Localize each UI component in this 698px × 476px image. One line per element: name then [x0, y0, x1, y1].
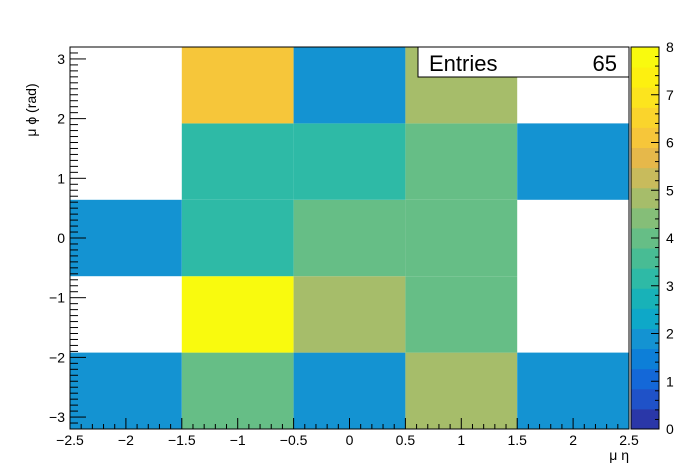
heatmap-cell: [70, 199, 182, 277]
x-tick-label: 1.5: [507, 432, 527, 448]
palette-swatch: [631, 87, 659, 108]
x-tick-label: −0.5: [280, 432, 308, 448]
palette-swatch: [631, 308, 659, 329]
x-tick-label: 0: [346, 432, 354, 448]
palette-swatch: [631, 47, 659, 68]
heatmap-cell: [293, 276, 406, 353]
z-tick-label: 2: [666, 326, 674, 342]
stats-entries-value: 65: [593, 51, 617, 76]
heatmap-cell: [70, 352, 182, 429]
x-tick-label: −1.5: [168, 432, 196, 448]
palette-swatch: [631, 268, 659, 289]
palette-swatch: [631, 388, 659, 410]
y-tick-label: 3: [57, 51, 65, 67]
palette-swatch: [631, 288, 659, 309]
x-tick-label: 2: [569, 432, 577, 448]
x-tick-label: 1: [457, 432, 465, 448]
z-axis: 0 1 2 3 4 5 6 7 8: [651, 39, 674, 437]
heatmap-cell: [405, 123, 518, 200]
heatmap-cell: [293, 123, 406, 200]
z-tick-label: 6: [666, 135, 674, 151]
heatmap-cells: [70, 47, 629, 429]
y-tick-label: 2: [57, 111, 65, 127]
heatmap-cell: [405, 276, 518, 353]
heatmap-cell: [181, 199, 294, 277]
heatmap-cell: [181, 123, 294, 200]
y-tick-label: 0: [57, 230, 65, 246]
z-tick-label: 0: [666, 421, 674, 437]
heatmap-cell: [181, 47, 294, 124]
z-tick-label: 3: [666, 278, 674, 294]
stats-box: Entries 65: [417, 46, 630, 78]
stats-box-frame: [417, 46, 630, 78]
heatmap-cell: [293, 199, 406, 277]
palette-swatch: [631, 328, 659, 350]
y-tick-label: 1: [57, 170, 65, 186]
palette-swatch: [631, 408, 659, 430]
heatmap-cell: [405, 199, 518, 277]
z-tick-label: 5: [666, 182, 674, 198]
palette-swatch: [631, 127, 659, 149]
heatmap-cell: [517, 123, 629, 200]
y-tick-label: −1: [49, 290, 65, 306]
heatmap-cell: [181, 352, 294, 429]
y-axis: −3 −2 −1 0 1 2 3: [49, 46, 86, 430]
palette-swatch: [631, 348, 659, 370]
y-tick-label: −2: [49, 349, 65, 365]
palette-swatch: [631, 107, 659, 128]
palette-swatch: [631, 248, 659, 269]
z-tick-label: 4: [666, 230, 674, 246]
x-tick-label: 0.5: [396, 432, 416, 448]
z-tick-label: 8: [666, 39, 674, 55]
x-tick-label: −1: [230, 432, 246, 448]
heatmap-cell: [181, 276, 294, 353]
stats-entries-label: Entries: [429, 51, 497, 76]
palette-swatch: [631, 368, 659, 390]
heatmap-cell: [405, 352, 518, 429]
heatmap-cell: [293, 47, 406, 124]
z-tick-label: 7: [666, 87, 674, 103]
heatmap-cell: [517, 352, 629, 429]
x-tick-label: −2.5: [56, 432, 84, 448]
palette-swatch: [631, 67, 659, 88]
palette-swatch: [631, 227, 659, 249]
palette-swatch: [631, 167, 659, 189]
x-tick-label: 2.5: [619, 432, 639, 448]
x-axis-title: μ η: [609, 447, 629, 463]
z-tick-label: 1: [666, 373, 674, 389]
y-axis-title: μ ϕ (rad): [23, 83, 39, 136]
heatmap-cell: [293, 352, 406, 429]
y-tick-label: −3: [49, 409, 65, 425]
palette-swatch: [631, 147, 659, 169]
palette-swatch: [631, 207, 659, 229]
color-palette-bar: [630, 46, 660, 430]
palette-swatch: [631, 187, 659, 209]
x-axis: −2.5 −2 −1.5 −1 −0.5 0 0.5 1 1.5 2 2.5: [56, 418, 639, 448]
x-tick-label: −2: [118, 432, 134, 448]
